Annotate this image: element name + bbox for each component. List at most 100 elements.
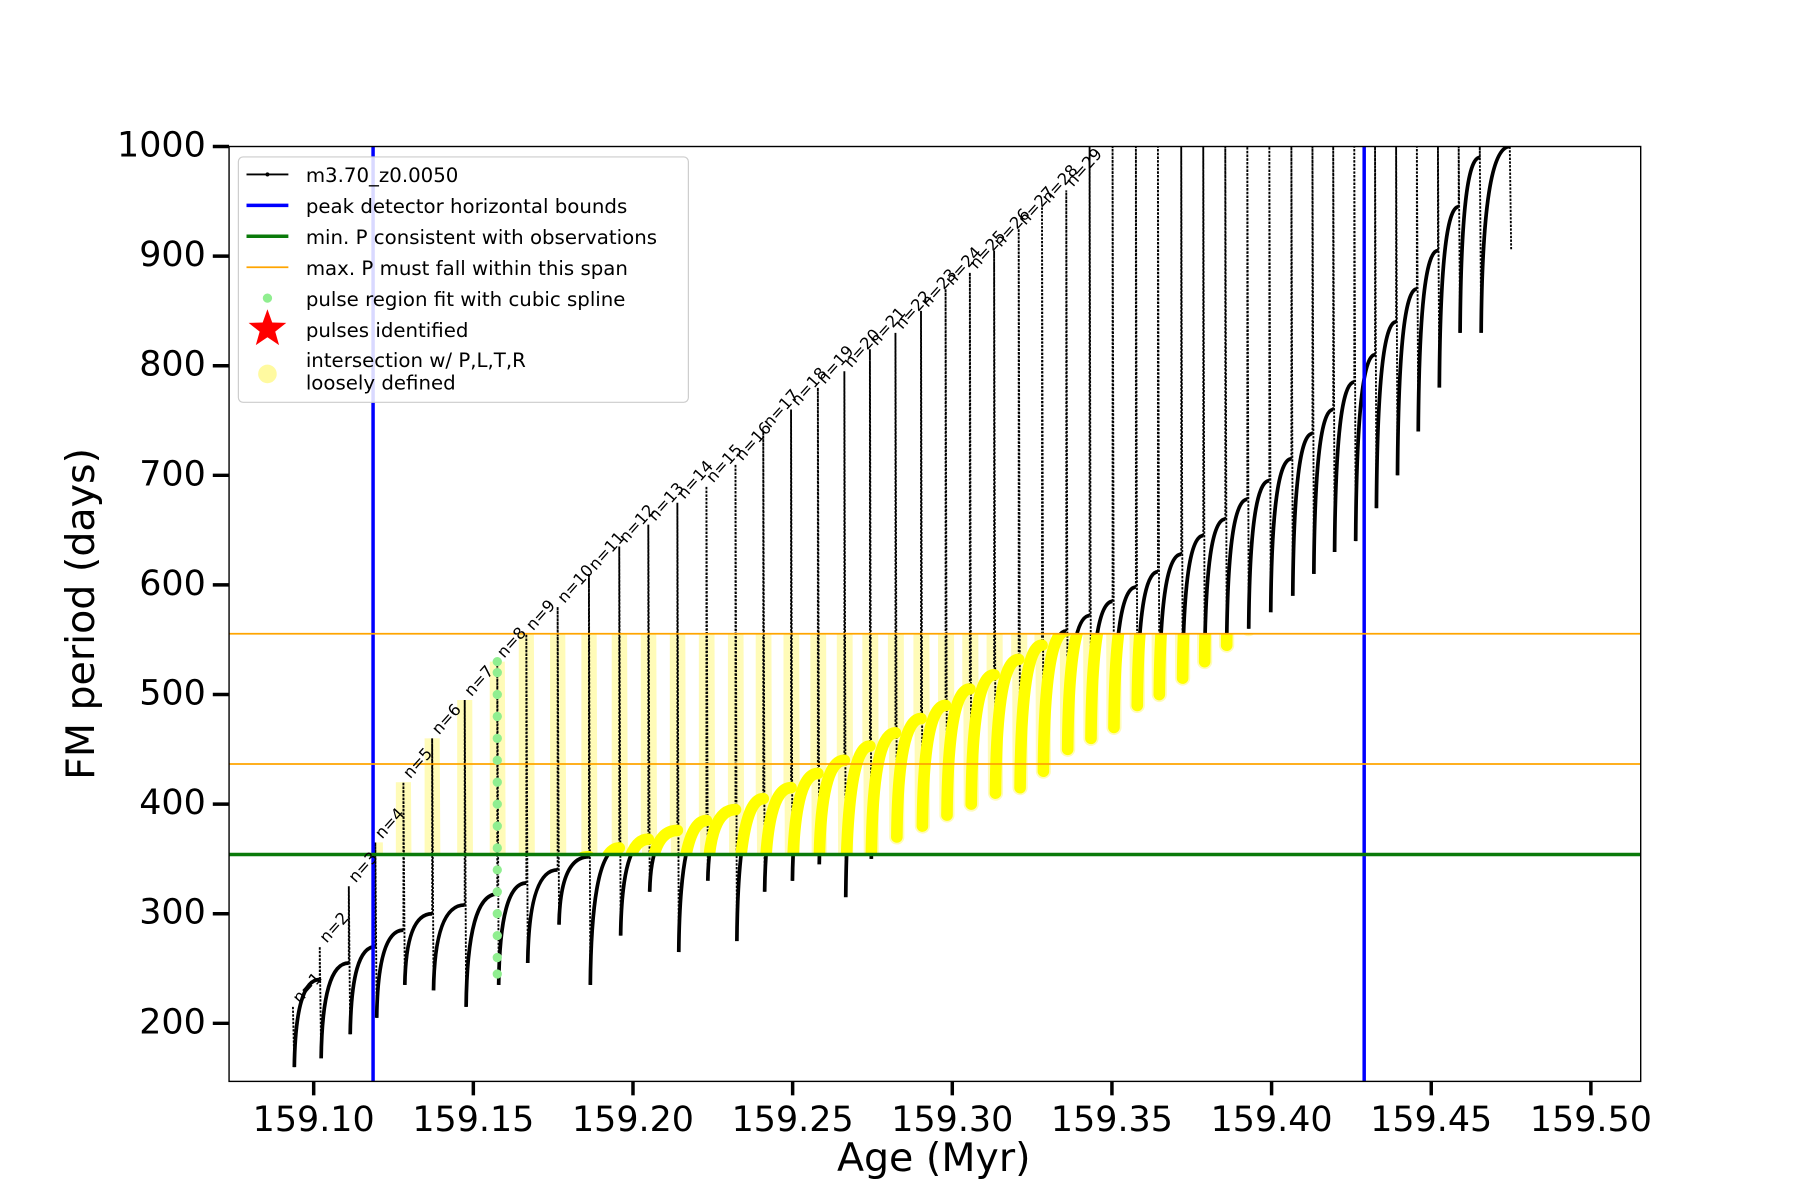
- highlight-track: [1085, 633, 1104, 745]
- y-tick-label: 800: [139, 345, 206, 385]
- y-axis-label: FM period (days): [58, 448, 104, 780]
- interpulse-track: [525, 868, 558, 964]
- interpulse-track: [1374, 320, 1397, 509]
- pulse-spike: [647, 524, 651, 892]
- interpulse-track: [557, 854, 590, 925]
- pulse-spike: [1268, 146, 1272, 613]
- pulse-spike: [1290, 146, 1294, 596]
- interpulse-track: [431, 903, 465, 991]
- highlight-track: [760, 781, 797, 855]
- highlight-track: [1131, 633, 1146, 712]
- fit-point: [492, 843, 502, 853]
- highlight-track: [941, 683, 976, 821]
- pulse-spike: [1353, 146, 1357, 542]
- interpulse-track: [1458, 155, 1481, 333]
- x-tick-label: 159.15: [412, 1100, 534, 1140]
- interpulse-track: [1268, 457, 1292, 613]
- pulse-spike: [1246, 146, 1250, 629]
- interpulse-track: [1479, 146, 1511, 333]
- pulse-spike: [1088, 146, 1092, 739]
- fit-point: [492, 656, 502, 667]
- legend-label: peak detector horizontal bounds: [306, 195, 627, 218]
- highlight-track: [813, 754, 851, 855]
- interpulse-track: [1202, 517, 1226, 662]
- pulse-spike: [705, 486, 709, 881]
- y-tick-label: 200: [139, 1002, 206, 1042]
- pulse-spike: [734, 464, 738, 942]
- pulse-spike: [868, 349, 873, 859]
- pulse-spike: [790, 409, 794, 881]
- fit-point: [492, 711, 502, 722]
- legend-swatch: [265, 172, 270, 177]
- interpulse-track: [1290, 431, 1313, 596]
- highlight-track: [840, 740, 876, 855]
- legend-swatch: [258, 364, 277, 384]
- legend-label: intersection w/ P,L,T,R loosely defined: [306, 348, 526, 394]
- loose-intersection: [395, 782, 412, 855]
- pulse-spike: [1415, 146, 1420, 432]
- pulse-spike: [676, 502, 680, 953]
- plot-area: [229, 146, 1641, 1082]
- interpulse-track: [292, 977, 321, 1068]
- pulse-spike: [1111, 146, 1115, 728]
- highlight-track: [1153, 633, 1167, 701]
- pulse-spike: [944, 288, 948, 816]
- pulse-spike: [1508, 146, 1513, 251]
- x-axis-label: Age (Myr): [837, 1135, 1031, 1181]
- interpulse-track: [319, 961, 350, 1059]
- interpulse-track: [1416, 248, 1439, 432]
- pulse-spike: [894, 332, 898, 837]
- legend-label: max. P must fall within this span: [306, 257, 628, 280]
- pulse-spike: [968, 272, 973, 805]
- x-tick-label: 159.40: [1211, 1100, 1333, 1140]
- interpulse-track: [496, 881, 527, 985]
- highlight-track: [1176, 633, 1190, 684]
- pulse-spike: [374, 842, 378, 1018]
- highlight-track: [703, 803, 742, 855]
- pulse-spike: [1134, 146, 1139, 706]
- y-tick-label: 600: [139, 564, 206, 604]
- pulse-spike: [993, 250, 997, 794]
- fit-point: [492, 689, 502, 700]
- fit-point: [492, 733, 502, 744]
- y-tick-label: 1000: [117, 126, 206, 166]
- x-tick-label: 159.25: [732, 1100, 854, 1140]
- fit-points: [492, 656, 502, 979]
- x-tick-label: 159.20: [572, 1100, 694, 1140]
- fit-point: [492, 667, 502, 678]
- highlight-track: [787, 767, 824, 855]
- interpulse-track: [348, 944, 376, 1035]
- interpulse-track: [402, 911, 433, 985]
- highlight-track: [1037, 633, 1072, 778]
- pulse-spike: [587, 573, 592, 985]
- highlight-track: [648, 824, 684, 855]
- legend-label: m3.70_z0.0050: [306, 164, 459, 187]
- pulse-spike: [1311, 146, 1315, 574]
- interpulse-track: [464, 892, 498, 1007]
- fit-point: [492, 799, 502, 809]
- pulse-spike: [1180, 146, 1184, 679]
- highlight-track: [1014, 639, 1048, 794]
- x-tick-label: 159.35: [1051, 1100, 1173, 1140]
- interpulse-track: [1224, 497, 1248, 646]
- pulse-spike: [843, 371, 847, 898]
- interpulse-track: [1246, 478, 1270, 629]
- x-tick-label: 159.10: [253, 1100, 375, 1140]
- fit-point: [492, 952, 502, 963]
- highlight-track: [965, 668, 1000, 810]
- legend-box: [237, 156, 689, 403]
- pulse-spike: [1332, 146, 1336, 553]
- interpulse-track: [1395, 287, 1418, 476]
- loose-intersection: [913, 633, 930, 834]
- pulse-spike: [1065, 190, 1069, 750]
- interpulse-track: [1437, 204, 1460, 388]
- legend-swatch: [248, 309, 287, 346]
- interpulse-track: [1332, 380, 1355, 553]
- pulse-spike: [463, 699, 468, 1007]
- highlight-track: [625, 833, 655, 855]
- pulse-spike: [1017, 228, 1022, 788]
- fit-point: [492, 909, 502, 919]
- pulse-spike: [816, 387, 821, 865]
